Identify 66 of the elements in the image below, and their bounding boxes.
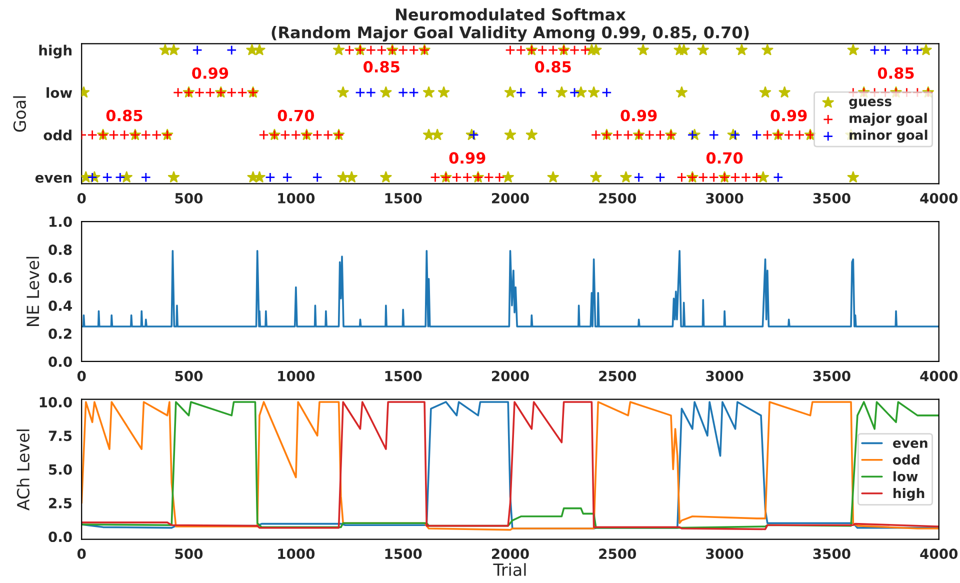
legend-label: major goal: [850, 112, 927, 126]
x-tick-label: 2500: [599, 548, 636, 560]
y-tick-label: odd: [44, 130, 72, 140]
legend-label: even: [893, 440, 928, 448]
x-tick-label: 1500: [385, 370, 422, 382]
x-tick-label: 1000: [278, 370, 315, 382]
legend-label: minor goal: [850, 130, 928, 143]
y-tick-label: 0.0: [48, 532, 72, 542]
line-series: [82, 250, 939, 328]
legend-label: guess: [849, 98, 892, 109]
x-tick-label: 1000: [278, 192, 315, 204]
annotation: 0.99: [192, 67, 228, 79]
x-tick-label: 1500: [385, 548, 422, 560]
y-tick-label: even: [35, 174, 72, 183]
x-tick-label: 4000: [920, 192, 958, 204]
y-tick-label: 7.5: [48, 430, 72, 442]
annotation: 0.99: [770, 110, 807, 122]
annotation: 0.99: [449, 152, 486, 164]
x-tick-label: 2000: [492, 370, 529, 382]
x-tick-label: 4000: [920, 370, 958, 382]
annotation: 0.85: [534, 61, 571, 73]
y-axis-title: Goal: [13, 96, 26, 132]
y-tick-label: high: [39, 44, 72, 58]
y-tick-label: 5.0: [49, 464, 72, 475]
x-tick-label: 2000: [492, 192, 529, 204]
annotation: 0.85: [106, 110, 142, 122]
x-tick-label: 1000: [278, 548, 315, 560]
x-tick-label: 3500: [813, 370, 850, 382]
x-axis-title: Trial: [493, 563, 526, 576]
x-tick-label: 500: [175, 548, 203, 560]
y-tick-label: 0.0: [48, 356, 72, 367]
x-tick-label: 2500: [599, 370, 636, 382]
chart-subtitle: (Random Major Goal Validity Among 0.99, 0.85, 0.70): [272, 26, 749, 42]
y-tick-label: 2.5: [49, 498, 72, 508]
x-tick-label: 3000: [706, 548, 744, 560]
legend-label: low: [894, 471, 918, 482]
y-tick-label: 10.0: [40, 396, 72, 408]
y-axis-title: ACh Level: [16, 430, 30, 510]
x-tick-label: 0: [77, 370, 86, 382]
annotation: 0.99: [620, 110, 657, 122]
legend-label: odd: [893, 454, 920, 465]
y-tick-label: 0.2: [48, 328, 72, 339]
x-tick-label: 3000: [706, 370, 744, 382]
x-tick-label: 3500: [813, 192, 850, 204]
annotation: 0.70: [706, 152, 743, 164]
x-tick-label: 2500: [599, 192, 636, 204]
annotation: 0.85: [364, 61, 400, 73]
y-tick-label: 0.8: [48, 244, 72, 255]
y-tick-label: 1.0: [50, 216, 72, 227]
legend-label: high: [894, 488, 924, 501]
x-tick-label: 3500: [813, 548, 850, 560]
x-tick-label: 2000: [492, 548, 529, 560]
x-tick-label: 0: [77, 192, 86, 204]
x-tick-label: 0: [77, 548, 86, 560]
y-tick-label: 0.6: [48, 272, 72, 283]
annotation: 0.85: [878, 67, 914, 79]
x-tick-label: 3000: [706, 192, 744, 204]
chart-title: Neuromodulated Softmax: [396, 8, 626, 21]
x-tick-label: 500: [175, 192, 203, 204]
y-tick-label: low: [46, 87, 72, 98]
x-tick-label: 4000: [920, 548, 958, 560]
annotation: 0.70: [278, 110, 314, 122]
y-axis-title: NE Level: [26, 256, 40, 326]
x-tick-label: 500: [175, 370, 203, 382]
x-tick-label: 1500: [385, 192, 422, 204]
y-tick-label: 0.4: [48, 300, 72, 311]
